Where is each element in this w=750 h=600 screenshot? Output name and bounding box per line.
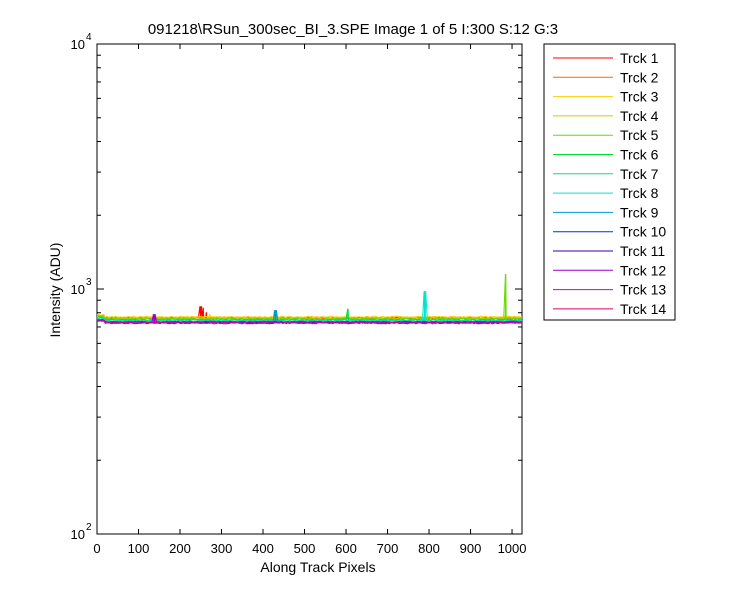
legend: Trck 1 Trck 2 Trck 3 Trck 4 Trck 5 Trck 6 Trck…	[543, 43, 676, 321]
legend-label: Trck 1	[620, 50, 659, 66]
series-line-trck-3	[96, 313, 523, 318]
x-tick-label: 0	[93, 541, 100, 556]
legend-label: Trck 12	[620, 262, 666, 278]
legend-label: Trck 4	[620, 108, 659, 124]
legend-label: Trck 14	[620, 301, 666, 317]
legend-entries: Trck 1 Trck 2 Trck 3 Trck 4 Trck 5 Trck 6 Trck…	[553, 50, 666, 317]
y-tick-exponent: 4	[86, 32, 92, 43]
y-tick-exponent: 2	[86, 522, 92, 533]
y-tick-label: 10	[71, 527, 85, 542]
x-tick-label: 700	[377, 541, 399, 556]
legend-label: Trck 11	[620, 243, 665, 259]
legend-label: Trck 10	[620, 224, 666, 240]
chart-title: 091218\RSun_300sec_BI_3.SPE Image 1 of 5…	[148, 21, 558, 38]
x-tick-label: 1000	[498, 541, 527, 556]
x-tick-label: 200	[169, 541, 191, 556]
legend-label: Trck 2	[620, 69, 659, 85]
series-layer	[96, 274, 523, 325]
legend-label: Trck 7	[620, 166, 659, 182]
y-tick-label: 10	[71, 282, 85, 297]
legend-label: Trck 5	[620, 127, 659, 143]
legend-label: Trck 8	[620, 185, 659, 201]
plot-area	[96, 43, 523, 535]
x-tick-label: 800	[418, 541, 440, 556]
y-tick-exponent: 3	[86, 277, 92, 288]
x-tick-label: 500	[294, 541, 316, 556]
legend-label: Trck 9	[620, 204, 659, 220]
x-axis-label: Along Track Pixels	[260, 559, 375, 575]
series-line-trck-6	[96, 308, 523, 321]
legend-label: Trck 6	[620, 147, 659, 163]
x-tick-label: 300	[211, 541, 233, 556]
legend-box	[543, 43, 676, 321]
legend-label: Trck 3	[620, 89, 659, 105]
y-tick-label: 10	[71, 37, 85, 52]
x-tick-label: 100	[128, 541, 150, 556]
series-line-trck-13	[96, 319, 523, 324]
x-axis-ticks: 0 100 200 300 400 500 600 700 800 900 1000	[93, 44, 527, 556]
x-tick-label: 900	[460, 541, 482, 556]
legend-label: Trck 13	[620, 282, 666, 298]
series-line-trck-14	[96, 318, 523, 323]
x-tick-label: 400	[252, 541, 274, 556]
y-axis-label: Intensity (ADU)	[47, 243, 63, 338]
x-tick-label: 600	[335, 541, 357, 556]
